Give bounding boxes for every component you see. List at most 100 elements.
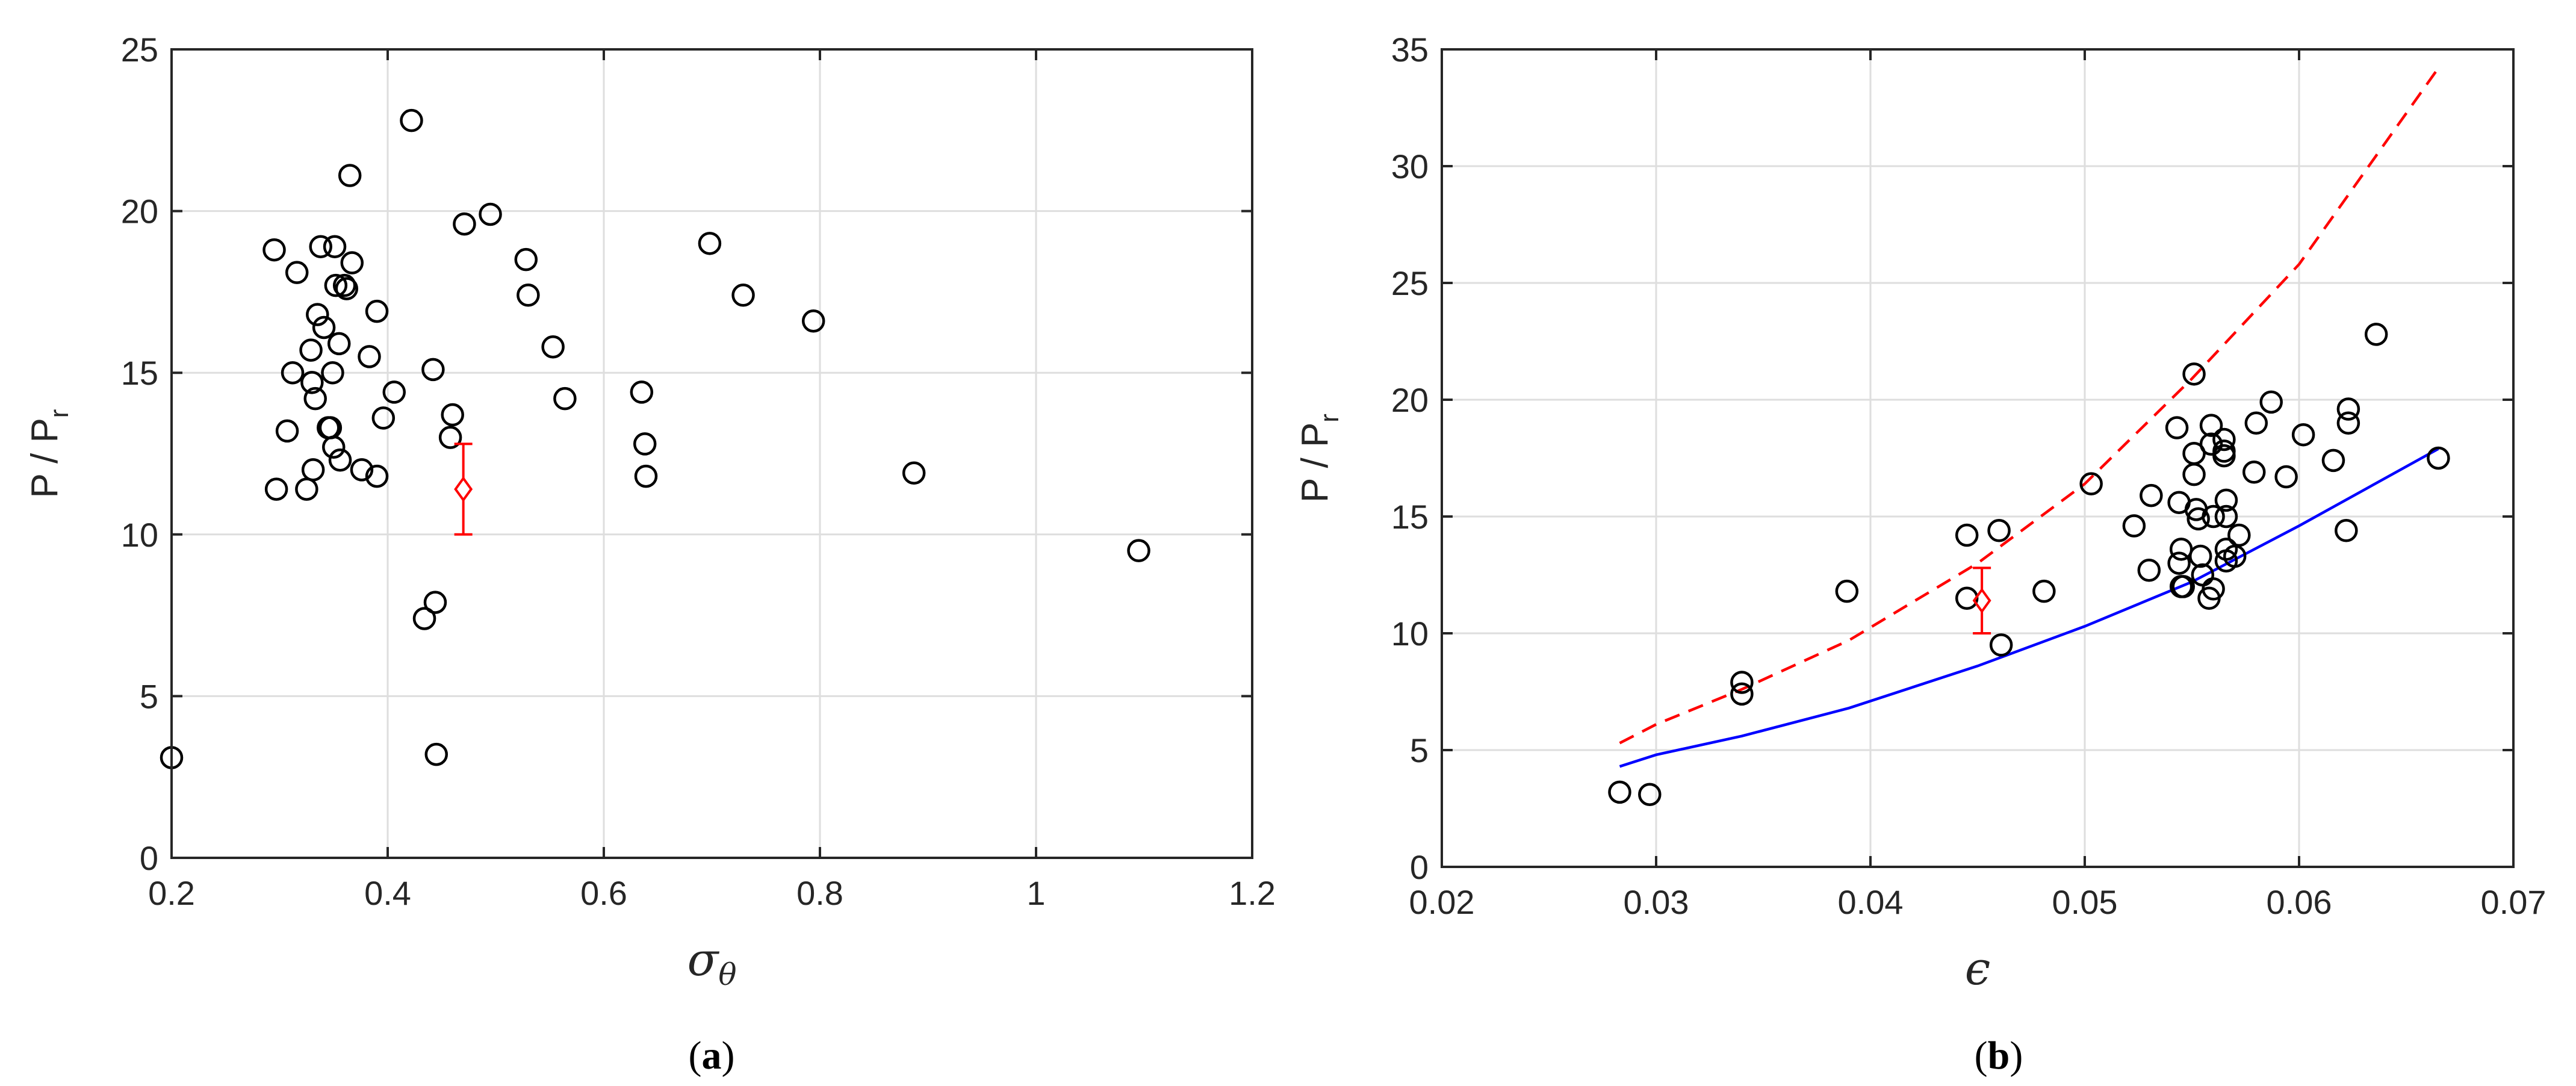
- x-tick-label: 1: [1026, 874, 1045, 912]
- data-point: [306, 303, 329, 326]
- panel-label-open-paren: (: [689, 1034, 702, 1078]
- data-point: [262, 238, 286, 262]
- data-point: [1730, 671, 1754, 694]
- data-point: [2137, 558, 2161, 582]
- data-point: [2291, 423, 2315, 447]
- x-axis-label-subscript: θ: [718, 957, 736, 992]
- y-tick-label: 5: [1410, 731, 1429, 769]
- data-point: [731, 284, 755, 307]
- series-line-dashed: [1619, 67, 2440, 745]
- x-axis-label-symbol: ϵ: [1965, 942, 1991, 995]
- data-point: [382, 380, 406, 404]
- data-point: [1127, 539, 1150, 562]
- data-point: [335, 277, 359, 300]
- data-point: [1835, 579, 1859, 603]
- data-point: [2079, 472, 2103, 495]
- data-point: [2140, 483, 2163, 507]
- data-point: [2427, 446, 2450, 470]
- data-point: [300, 371, 324, 394]
- data-point: [309, 235, 332, 258]
- data-point: [1989, 633, 2013, 657]
- y-axis-label-text: P / P: [24, 418, 66, 498]
- x-axis-label: σθ: [687, 932, 737, 992]
- x-tick-label: 0.05: [2052, 883, 2118, 921]
- data-point: [633, 432, 657, 456]
- data-point: [371, 406, 396, 430]
- data-point: [2227, 523, 2251, 547]
- data-point: [365, 464, 389, 488]
- data-point: [312, 315, 336, 340]
- y-tick-label: 25: [121, 31, 158, 69]
- data-point: [1955, 523, 1979, 547]
- data-point: [541, 335, 565, 359]
- data-point: [2242, 461, 2266, 484]
- data-point: [332, 273, 356, 297]
- y-axis-label: P / Pr: [24, 409, 74, 498]
- data-point: [453, 212, 476, 236]
- y-axis-label-text: P / P: [1294, 423, 1336, 503]
- data-point: [2202, 577, 2225, 601]
- y-tick-label: 10: [1391, 615, 1429, 653]
- y-axis-label-subscript: r: [1315, 414, 1344, 423]
- data-point: [634, 464, 658, 488]
- data-point: [2212, 444, 2236, 468]
- panel-label-letter: b: [1988, 1034, 2010, 1078]
- x-tick-label: 0.4: [364, 874, 411, 912]
- data-point: [2214, 504, 2238, 529]
- x-tick-label: 0.07: [2481, 883, 2547, 921]
- data-point: [281, 361, 305, 385]
- x-tick-label: 0.6: [580, 874, 627, 912]
- highlight-diamond-marker: [454, 476, 473, 503]
- data-point: [358, 345, 381, 368]
- data-point: [2321, 448, 2345, 473]
- panel-label: (b): [1975, 1034, 2023, 1078]
- data-point: [2199, 414, 2223, 437]
- data-point: [2202, 504, 2225, 529]
- y-tick-label: 10: [121, 516, 158, 554]
- data-point: [303, 386, 327, 411]
- y-tick-label: 35: [1391, 31, 1429, 69]
- axes-box: [170, 48, 1253, 859]
- data-point: [2182, 362, 2206, 386]
- x-tick-label: 0.8: [796, 874, 843, 912]
- data-point: [2274, 465, 2298, 489]
- y-tick-label: 0: [140, 839, 158, 877]
- panel-b: 0.02 0.03 0.04 0.05 0.06 0.07 0 5 10 15 20 25 30 35 P …: [1294, 31, 2547, 1078]
- data-point: [1730, 682, 1754, 706]
- data-point: [327, 332, 351, 356]
- data-point: [321, 361, 344, 385]
- data-point: [2364, 323, 2388, 346]
- data-point: [1608, 780, 1631, 804]
- data-point: [285, 261, 309, 284]
- data-point: [1638, 783, 1662, 806]
- data-point: [2336, 411, 2360, 435]
- data-point: [2182, 462, 2206, 486]
- x-tick-label: 0.03: [1624, 883, 1689, 921]
- data-point: [517, 284, 540, 307]
- data-point: [2167, 551, 2191, 575]
- data-point: [2165, 416, 2189, 439]
- panel-label: (a): [689, 1034, 735, 1078]
- data-point: [2335, 519, 2358, 542]
- data-point: [421, 358, 445, 382]
- panel-label-close-paren: ): [722, 1034, 735, 1078]
- data-point: [301, 458, 325, 482]
- data-point: [324, 273, 348, 297]
- data-point: [479, 202, 502, 226]
- data-point: [902, 461, 926, 485]
- y-tick-label: 30: [1391, 147, 1429, 185]
- data-point: [2032, 579, 2056, 603]
- y-axis-label: P / Pr: [1294, 414, 1344, 503]
- y-tick-label: 0: [1410, 848, 1429, 886]
- y-axis-label-subscript: r: [45, 409, 74, 418]
- panel-label-letter: a: [702, 1034, 722, 1078]
- data-point: [323, 235, 347, 258]
- series-line-solid: [1619, 447, 2439, 768]
- data-point: [441, 403, 464, 427]
- panel-a: 0.2 0.4 0.6 0.8 1 1.2 0 5 10 15 20 25 P / Pr σθ (a): [24, 31, 1276, 1078]
- data-point: [698, 232, 722, 255]
- data-point: [1987, 519, 2011, 542]
- data-point: [1955, 586, 1979, 610]
- data-point: [264, 477, 288, 501]
- data-point: [412, 607, 436, 630]
